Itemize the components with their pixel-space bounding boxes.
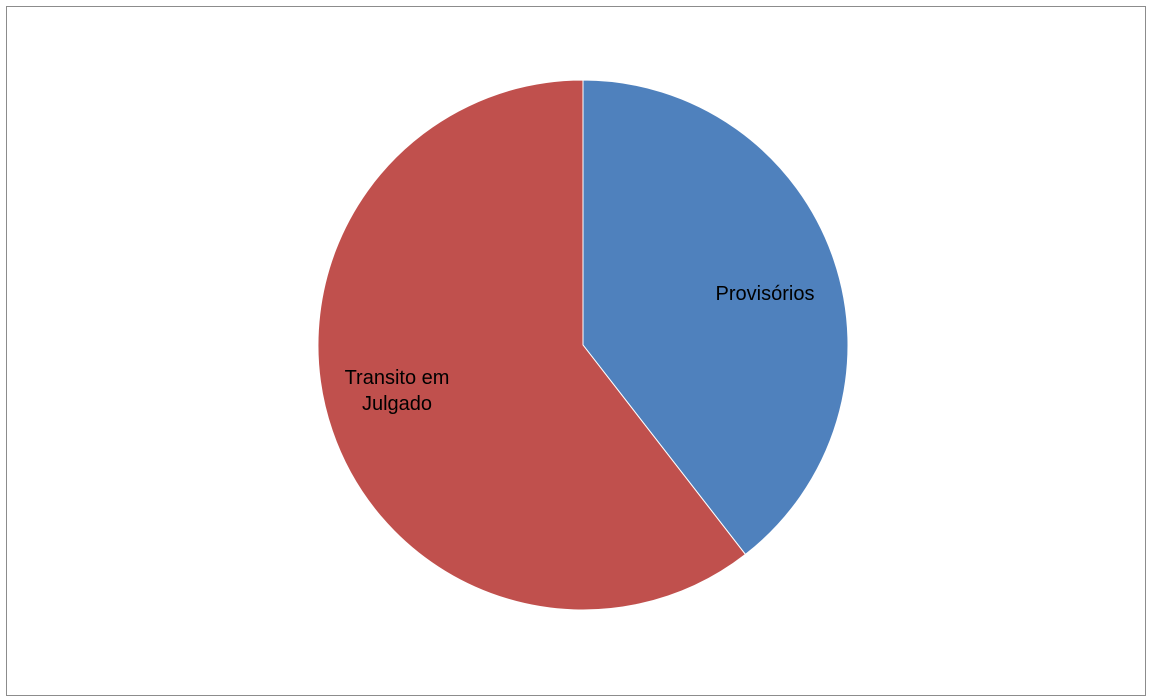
slice-label-2: Transito em Julgado (345, 367, 450, 415)
slice-label-line: Provisórios (716, 283, 815, 305)
slice-label-1: Provisórios (716, 283, 815, 305)
pie-slice-1 (582, 79, 849, 556)
slice-label-line: Julgado (362, 393, 432, 415)
slice-label-line: Transito em (345, 367, 450, 389)
pie-chart: Provisórios Transito em Julgado (317, 79, 849, 611)
pie-slice-2 (317, 79, 747, 611)
